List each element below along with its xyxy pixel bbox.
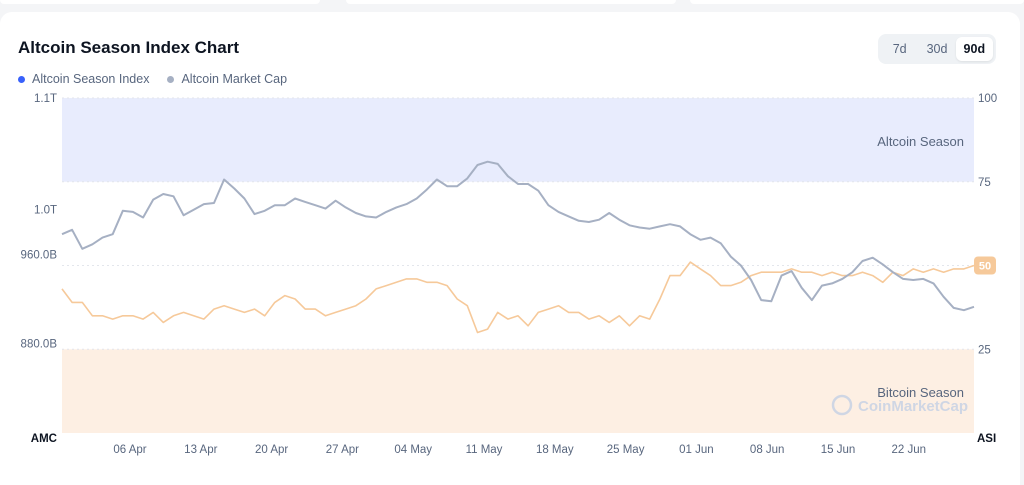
legend-item-index[interactable]: Altcoin Season Index	[18, 72, 149, 86]
zone-band-1	[62, 349, 974, 433]
y-left-tick-1: 1.0T	[34, 205, 57, 217]
coinmarketcap-logo-icon	[831, 394, 853, 416]
x-tick-6: 18 May	[536, 444, 574, 456]
x-tick-11: 22 Jun	[892, 444, 927, 456]
legend-item-market-cap[interactable]: Altcoin Market Cap	[167, 72, 287, 86]
watermark: CoinMarketCap	[831, 394, 968, 416]
legend-label-index: Altcoin Season Index	[32, 72, 150, 86]
series-line-index	[61, 261, 975, 334]
y-left-tick-2: 960.0B	[21, 249, 58, 261]
x-tick-9: 08 Jun	[750, 444, 785, 456]
strip-card-1	[0, 0, 320, 4]
legend-label-market-cap: Altcoin Market Cap	[181, 72, 288, 86]
y-left-tick-3: 880.0B	[21, 339, 58, 351]
x-tick-2: 20 Apr	[255, 444, 288, 456]
x-end-label: ASI	[977, 433, 996, 445]
range-tabs: 7d 30d 90d	[878, 34, 996, 64]
last-value-label: 50	[979, 261, 991, 273]
watermark-text: CoinMarketCap	[858, 398, 968, 415]
y-right-tick-2: 25	[978, 344, 991, 356]
range-tab-90d[interactable]: 90d	[955, 37, 993, 61]
y-right-tick-0: 100	[978, 93, 997, 105]
x-tick-1: 13 Apr	[184, 444, 217, 456]
legend-dot-icon	[167, 75, 175, 83]
y-right-tick-1: 75	[978, 177, 991, 189]
x-tick-0: 06 Apr	[113, 444, 146, 456]
x-tick-5: 11 May	[466, 444, 503, 456]
zone-band-0	[62, 98, 974, 182]
x-tick-7: 25 May	[607, 444, 645, 456]
x-tick-8: 01 Jun	[679, 444, 714, 456]
legend-dot-icon	[18, 75, 25, 83]
series-line-market-cap	[61, 160, 975, 312]
x-tick-10: 15 Jun	[821, 444, 856, 456]
y-left-tick-0: 1.1T	[34, 93, 57, 105]
strip-card-2	[346, 0, 676, 4]
x-start-label: AMC	[31, 433, 57, 445]
x-tick-4: 04 May	[394, 444, 432, 456]
x-tick-3: 27 Apr	[326, 444, 359, 456]
last-value-badge	[974, 256, 996, 275]
chart-title: Altcoin Season Index Chart	[18, 38, 240, 57]
top-strip	[0, 0, 1024, 10]
range-tab-30d[interactable]: 30d	[918, 37, 955, 61]
zone-label-1: Bitcoin Season	[877, 385, 964, 400]
strip-card-3	[690, 0, 1024, 4]
zone-label-0: Altcoin Season	[877, 134, 964, 149]
range-tab-7d[interactable]: 7d	[881, 37, 918, 61]
legend: Altcoin Season Index Altcoin Market Cap	[18, 72, 287, 86]
